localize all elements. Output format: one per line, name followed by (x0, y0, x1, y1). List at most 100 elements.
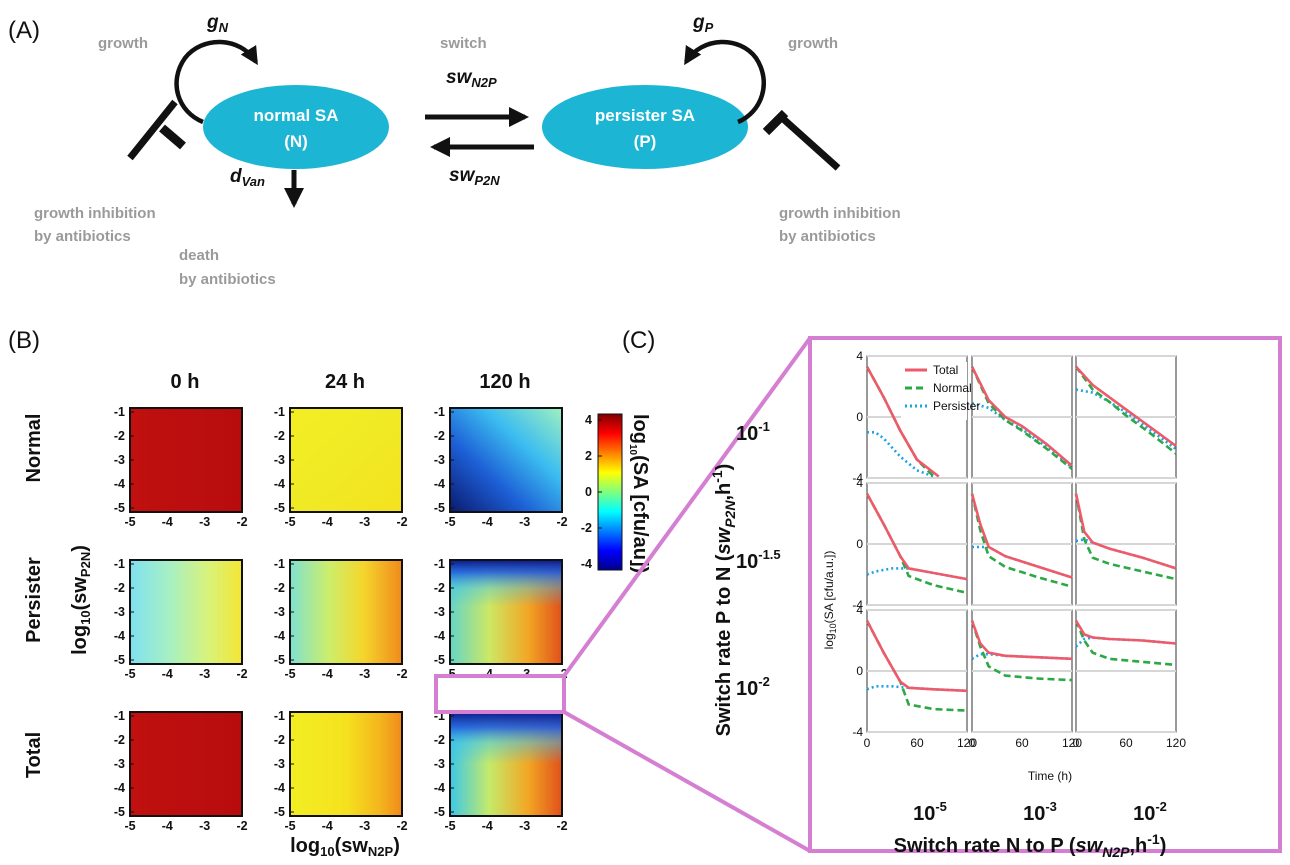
small-plot-y-tick: -4 (852, 471, 863, 485)
row-title-normal: Normal (23, 414, 45, 483)
heatmap-x-tick: -4 (162, 515, 173, 529)
heatmap-x-tick: -2 (396, 667, 407, 681)
heatmap-x-tick: -2 (396, 515, 407, 529)
panel-c-row-labels: 10-1 10-1.5 10-2 (736, 419, 781, 700)
heatmap-x-tick: -4 (162, 819, 173, 833)
persister-cell-label: persister SA (595, 106, 695, 125)
small-plot-x-tick: 120 (1062, 736, 1082, 750)
switch-label: switch (440, 35, 487, 52)
heatmap-x-tick: -4 (482, 819, 493, 833)
small-plot-x-tick: 0 (969, 736, 976, 750)
panel-c-row-label: 10-1 (736, 419, 770, 445)
normal-cell-ellipse (203, 85, 389, 169)
colorbar-tick: 2 (585, 449, 592, 463)
heatmap-x-tick: -5 (284, 667, 295, 681)
heatmap-y-tick: -2 (274, 733, 285, 747)
heatmap-total-120h-overlay (450, 712, 562, 816)
heatmap-persister-0h (130, 560, 242, 664)
series-persister (867, 430, 935, 478)
heatmap-y-tick: -5 (434, 501, 445, 515)
heatmap-y-tick: -4 (274, 629, 285, 643)
heatmap-y-axis-label: log10(swP2N) (69, 545, 93, 655)
sw-p2n-label: swP2N (449, 165, 500, 188)
growth-right-label: growth (788, 35, 838, 52)
row-title-total: Total (23, 732, 45, 778)
panel-c-col-labels: 10-5 10-3 10-2 (913, 799, 1167, 825)
colorbar-label: log10(SA [cfu/au]) (627, 414, 651, 573)
panel-c-col-label: 10-5 (913, 799, 947, 825)
heatmap-x-tick: -2 (236, 819, 247, 833)
heatmap-x-tick: -5 (284, 819, 295, 833)
heatmap-y-tick: -1 (434, 557, 445, 571)
inhibition-right-text-1: growth inhibition (779, 205, 901, 222)
colorbar-tick: -2 (581, 521, 592, 535)
heatmap-y-tick: -3 (434, 453, 445, 467)
column-title-0h: 0 h (171, 371, 200, 393)
small-plot-3-3: 0 60 120 (1073, 609, 1186, 750)
panel-c-col-label: 10-2 (1133, 799, 1167, 825)
heatmap-y-tick: -3 (274, 757, 285, 771)
small-plot-2-1: 4 0 -4 (852, 476, 968, 612)
panel-c-frame (808, 336, 1282, 853)
heatmap-x-tick: -2 (396, 819, 407, 833)
heatmap-y-tick: -5 (114, 653, 125, 667)
heatmap-y-tick: -1 (274, 557, 285, 571)
heatmap-y-tick: -4 (114, 477, 125, 491)
colorbar-tick: -4 (581, 557, 592, 571)
small-plot-1-2 (970, 355, 1073, 479)
inhibition-right-bar (762, 109, 789, 136)
legend-label-normal: Normal (933, 381, 972, 395)
heatmap-y-tick: -2 (274, 581, 285, 595)
heatmap-x-tick: -4 (482, 515, 493, 529)
series-total (1074, 493, 1177, 570)
series-total (1074, 620, 1177, 645)
heatmap-y-tick: -1 (274, 709, 285, 723)
heatmap-x-tick: -3 (199, 819, 210, 833)
heatmap-y-tick: -5 (274, 501, 285, 515)
small-plot-3-1: 40-40 60 120 (852, 603, 977, 750)
heatmap-x-tick: -5 (124, 819, 135, 833)
panel-c-x-title: Switch rate N to P (swN2P,h-1) (894, 831, 1167, 860)
heatmap-y-tick: -3 (114, 757, 125, 771)
normal-cell-label: normal SA (253, 106, 338, 125)
heatmap-y-tick: -3 (114, 605, 125, 619)
heatmap-y-tick: -4 (434, 477, 445, 491)
heatmap-total-24h (290, 712, 402, 816)
heatmap-y-tick: -2 (114, 733, 125, 747)
heatmap-x-tick: -5 (124, 667, 135, 681)
series-normal (1074, 365, 1177, 455)
small-plot-y-tick: 4 (856, 476, 863, 490)
legend-label-total: Total (933, 363, 958, 377)
small-plot-y-tick: 0 (856, 537, 863, 551)
heatmap-x-tick: -3 (519, 515, 530, 529)
death-text-2: by antibiotics (179, 271, 276, 288)
heatmap-normal-0h (130, 408, 242, 512)
series-total (1075, 365, 1177, 448)
small-plot-3-2: 0 60 120 (969, 609, 1082, 750)
series-total (865, 493, 968, 581)
heatmap-y-tick: -5 (274, 805, 285, 819)
small-plot-x-tick: 60 (1119, 736, 1133, 750)
inhibition-right-line (777, 113, 841, 171)
heatmap-y-tick: -1 (114, 709, 125, 723)
heatmap-y-tick: -2 (274, 429, 285, 443)
small-plot-y-tick: 0 (856, 664, 863, 678)
heatmap-y-tick: -3 (274, 605, 285, 619)
heatmap-x-tick: -2 (556, 515, 567, 529)
small-plot-x-tick: 60 (910, 736, 924, 750)
series-normal (1074, 620, 1177, 667)
series-total (865, 620, 968, 693)
heatmap-x-tick: -4 (162, 667, 173, 681)
gn-label: gN (206, 12, 229, 35)
inhibition-left-bar (159, 124, 186, 150)
persister-cell-sublabel: (P) (634, 132, 657, 151)
heatmap-x-tick: -3 (359, 515, 370, 529)
heatmap-y-tick: -2 (114, 429, 125, 443)
small-plot-y-tick: 4 (856, 603, 863, 617)
heatmap-normal-24h (290, 408, 402, 512)
colorbar-tick: 4 (585, 413, 592, 427)
heatmap-y-tick: -4 (274, 477, 285, 491)
small-plot-y-tick: -4 (852, 598, 863, 612)
heatmap-x-tick: -3 (199, 667, 210, 681)
legend-background (901, 362, 967, 420)
